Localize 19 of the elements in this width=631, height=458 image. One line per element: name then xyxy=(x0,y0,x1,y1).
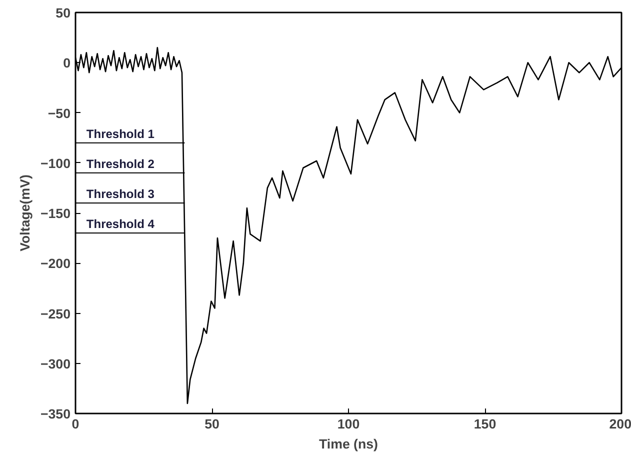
x-tick-label: 100 xyxy=(337,416,360,432)
y-axis-title: Voltage(mV) xyxy=(17,174,32,252)
series-label: Threshold 3 xyxy=(86,186,155,201)
y-tick-label: 50 xyxy=(56,6,71,20)
y-tick-label: −200 xyxy=(40,256,71,272)
legend-label: Threshold 4 xyxy=(86,217,155,232)
x-tick-label: 200 xyxy=(609,416,631,432)
y-tick-label: −100 xyxy=(40,156,71,171)
x-axis-title: Time (ns) xyxy=(319,436,378,452)
series-label: Threshold 2 xyxy=(86,156,155,171)
x-tick-label: 150 xyxy=(474,416,496,432)
legend-label: Threshold 1 xyxy=(86,126,155,141)
y-tick-label: −300 xyxy=(40,356,71,372)
x-tick-label: 50 xyxy=(204,416,220,432)
y-tick-label: 0 xyxy=(63,56,71,71)
y-tick-label: −50 xyxy=(48,106,70,121)
y-tick-label: −250 xyxy=(40,306,71,322)
y-tick-label: −150 xyxy=(40,206,71,221)
y-tick-label: −350 xyxy=(40,406,71,422)
